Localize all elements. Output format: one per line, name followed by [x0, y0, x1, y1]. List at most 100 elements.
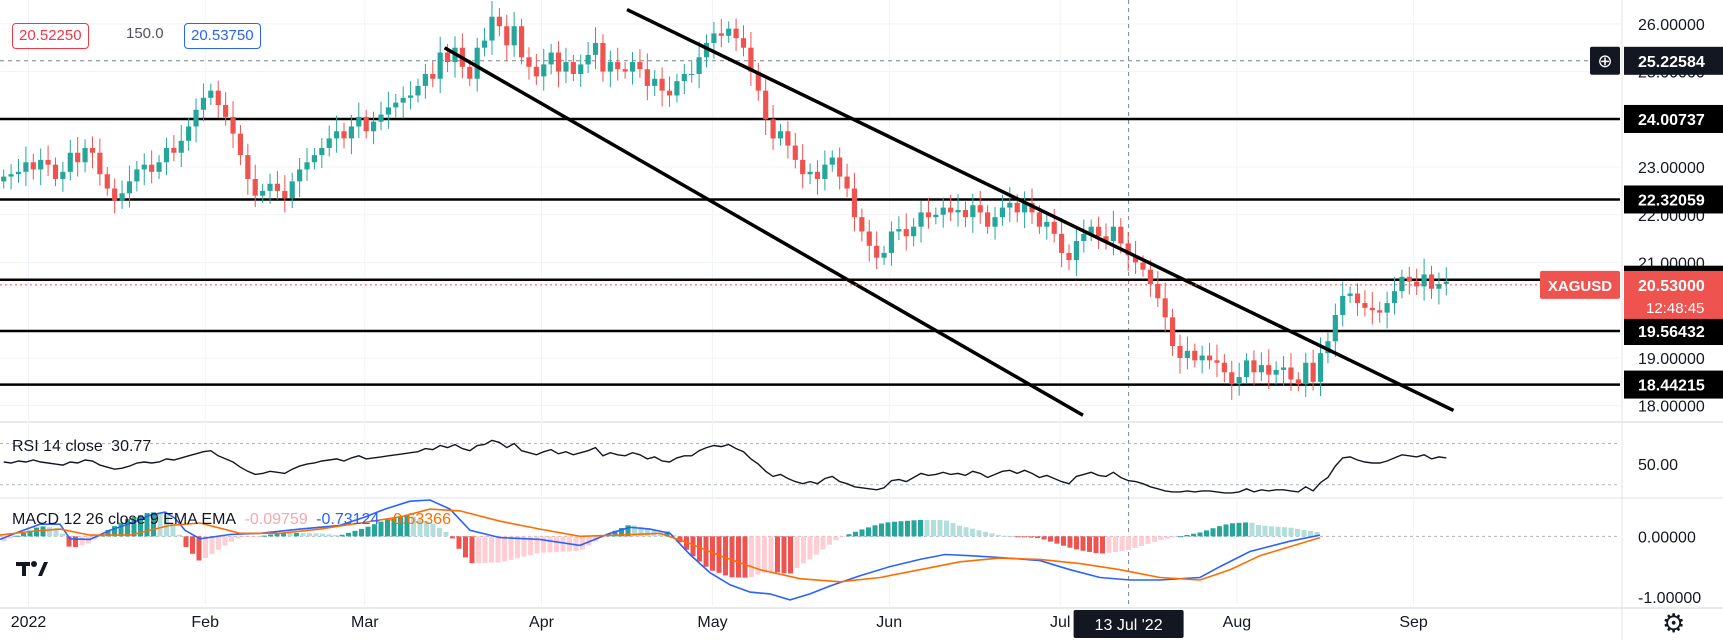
- macd-line-value: -0.73124: [316, 511, 380, 528]
- crosshair-price-box: [1624, 46, 1723, 75]
- macd-histogram-bar: [14, 535, 20, 537]
- macd-label: MACD 12 26 close 9 EMA EMA: [12, 511, 237, 528]
- macd-histogram-bar: [989, 533, 995, 537]
- macd-histogram-bar: [1132, 536, 1138, 549]
- candle-body: [1243, 360, 1250, 378]
- candle-body: [230, 116, 236, 134]
- candle-body: [1332, 315, 1338, 342]
- candle-body: [385, 107, 391, 115]
- macd-histogram-bar: [781, 536, 787, 574]
- candle-body: [918, 212, 924, 227]
- settings-gear-icon[interactable]: ⚙: [1662, 608, 1686, 638]
- candle-body: [156, 162, 162, 172]
- macd-histogram-bar: [229, 536, 234, 542]
- candle-body: [1125, 243, 1131, 256]
- macd-histogram-bar: [118, 522, 124, 537]
- crosshair-add-button: [1590, 46, 1620, 75]
- candle-body: [186, 126, 192, 141]
- macd-histogram-bar: [1080, 536, 1086, 551]
- macd-histogram-bar: [333, 534, 338, 537]
- channel-trend-line: [443, 46, 1084, 417]
- macd-histogram-bar: [957, 525, 962, 537]
- candle-body: [200, 97, 207, 110]
- macd-histogram-bar: [1002, 535, 1008, 537]
- candle-body: [252, 178, 258, 196]
- candle-body: [533, 66, 539, 77]
- macd-histogram-bar: [840, 536, 845, 538]
- candle-body: [1199, 355, 1205, 361]
- macd-histogram-bar: [1041, 536, 1047, 540]
- x-axis-label: May: [697, 614, 727, 631]
- countdown-label: 12:48:45: [1646, 300, 1704, 317]
- candle-body: [1303, 362, 1309, 385]
- candle-body: [400, 97, 406, 103]
- candle-body: [962, 210, 969, 218]
- candle-body: [666, 90, 673, 96]
- candle-body: [1340, 295, 1346, 315]
- tradingview-logo-icon[interactable]: [14, 556, 54, 582]
- macd-histogram-bar: [742, 536, 748, 578]
- rsi-tick-label: 50.00: [1638, 457, 1678, 474]
- macd-histogram-bar: [417, 518, 423, 537]
- macd-histogram-bar: [281, 532, 286, 537]
- candle-body: [711, 33, 717, 43]
- crosshair-date-label: 13 Jul '22: [1095, 617, 1163, 634]
- macd-histogram-bar: [359, 528, 364, 537]
- macd-histogram-bar: [105, 530, 111, 537]
- macd-histogram-bar: [131, 517, 137, 537]
- macd-histogram-bar: [1236, 522, 1242, 537]
- macd-histogram-bar: [40, 526, 46, 537]
- rsi-value: 30.77: [111, 438, 152, 455]
- candle-body: [592, 42, 599, 55]
- candle-body: [563, 62, 569, 72]
- macd-histogram-bar: [658, 532, 663, 537]
- macd-histogram-bar: [138, 515, 143, 537]
- macd-histogram-bar: [1119, 536, 1125, 552]
- candle-body: [644, 69, 650, 86]
- macd-histogram-bar: [313, 533, 319, 537]
- bid-price-box[interactable]: 20.52250: [12, 23, 89, 49]
- macd-histogram-bar: [339, 534, 345, 537]
- macd-histogram-bar: [1178, 536, 1183, 538]
- macd-histogram-bar: [976, 530, 982, 537]
- candle-body: [607, 62, 613, 72]
- macd-histogram-bar: [619, 527, 624, 537]
- last-price-box: [1624, 270, 1723, 319]
- candle-body: [1036, 212, 1043, 227]
- candle-body: [578, 64, 584, 74]
- ask-price-box[interactable]: 20.53750: [184, 23, 261, 49]
- macd-histogram-bar: [1275, 526, 1281, 537]
- candle-body: [1051, 221, 1057, 234]
- macd-histogram-bar: [365, 526, 371, 537]
- macd-histogram-bar: [183, 536, 189, 548]
- macd-histogram-bar: [885, 522, 891, 537]
- candle-body: [45, 159, 51, 165]
- macd-histogram-bar: [638, 526, 644, 537]
- rsi-legend[interactable]: RSI 14 close 30.77: [12, 438, 155, 456]
- candle-body: [1428, 274, 1435, 289]
- macd-histogram-bar: [151, 512, 156, 537]
- macd-histogram-bar: [1191, 533, 1196, 537]
- candle-body: [371, 121, 377, 132]
- macd-histogram-bar: [580, 536, 585, 550]
- macd-histogram-bar: [612, 530, 618, 537]
- candle-body: [622, 69, 628, 72]
- macd-histogram-bar: [489, 536, 494, 563]
- candle-body: [60, 171, 66, 179]
- candle-body: [777, 131, 784, 139]
- macd-histogram-bar: [1308, 530, 1313, 537]
- candle-body: [193, 109, 199, 127]
- candle-body: [208, 90, 214, 98]
- macd-histogram-bar: [1223, 524, 1229, 537]
- macd-histogram-bar: [879, 523, 884, 537]
- candle-body: [1022, 202, 1028, 213]
- candle-body: [763, 90, 769, 120]
- macd-histogram-bar: [1145, 536, 1151, 544]
- candle-body: [792, 145, 798, 160]
- macd-legend[interactable]: MACD 12 26 close 9 EMA EMA -0.09759 -0.7…: [12, 511, 455, 529]
- candle-body: [1155, 283, 1161, 299]
- symbol-label-box: [1540, 270, 1620, 299]
- candle-body: [1436, 283, 1442, 289]
- macd-histogram-bar: [905, 520, 910, 537]
